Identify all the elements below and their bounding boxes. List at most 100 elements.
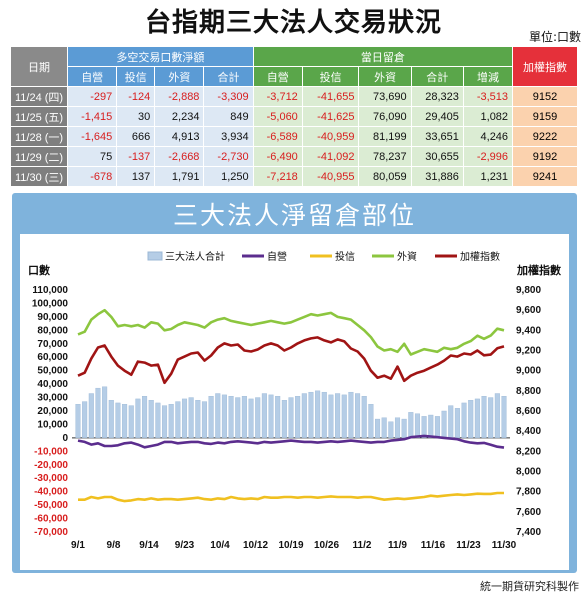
page-title: 台指期三大法人交易狀況 (144, 8, 442, 38)
net-cell: 1,250 (203, 166, 254, 187)
y2-tick-label: 8,000 (516, 467, 541, 478)
series-line (77, 434, 505, 449)
index-cell: 9152 (512, 86, 578, 107)
table-row: 11/24 (四) -297 -124 -2,888 -3,309 -3,712 -41,6… (9, 86, 578, 107)
bar-mark (401, 418, 407, 439)
y-tick-label: 40,000 (37, 379, 68, 390)
net-cell: 137 (116, 166, 156, 187)
bar-mark (148, 400, 154, 439)
bar-mark (241, 396, 247, 439)
col-oi-header: 投信 (301, 66, 360, 87)
bar-mark (255, 397, 261, 439)
bar-mark (248, 398, 254, 439)
bar-mark (474, 398, 480, 439)
bar-mark (108, 400, 114, 439)
bar-mark (441, 410, 447, 439)
bar-mark (281, 400, 287, 439)
bar-mark (181, 398, 188, 439)
oi-cell: 31,886 (410, 166, 464, 187)
bar-mark (448, 405, 454, 439)
bar-mark (381, 417, 387, 439)
oi-cell: -41,625 (301, 106, 360, 127)
bar-mark (454, 408, 460, 439)
oi-cell: -41,655 (301, 86, 360, 107)
bar-mark (128, 405, 134, 439)
bar-mark (494, 393, 500, 439)
bar-mark (201, 401, 207, 439)
oi-cell: -40,959 (301, 126, 360, 147)
legend-label: 自營 (267, 250, 287, 263)
oi-cell: -6,589 (252, 126, 303, 147)
bar-mark (328, 394, 334, 439)
y-tick-label: -70,000 (34, 527, 68, 538)
bar-mark (335, 393, 341, 439)
bar-mark (321, 391, 327, 439)
row-date: 11/30 (三) (9, 166, 69, 187)
oi-cell: 29,405 (410, 106, 464, 127)
bar-mark (155, 402, 161, 439)
y-tick-label: -40,000 (34, 487, 68, 498)
y-tick-label: 10,000 (37, 419, 68, 430)
oi-cell: -7,218 (252, 166, 303, 187)
net-cell: 2,234 (154, 106, 205, 127)
bar-mark (341, 394, 347, 439)
y2-tick-label: 8,200 (516, 446, 541, 457)
col-net-header: 自營 (67, 66, 118, 87)
x-tick-label: 10/19 (278, 540, 303, 551)
oi-cell: 78,237 (358, 146, 412, 167)
y-tick-label: 50,000 (37, 366, 68, 377)
y2-tick-label: 9,000 (516, 366, 541, 377)
oi-cell: 76,090 (358, 106, 412, 127)
x-tick-label: 10/4 (210, 540, 230, 551)
y-tick-label: 60,000 (37, 352, 68, 363)
net-cell: -2,888 (154, 86, 205, 107)
y2-tick-label: 9,800 (516, 285, 541, 296)
oi-cell: -3,513 (462, 86, 514, 107)
oi-cell: -2,996 (462, 146, 514, 167)
x-tick-label: 9/14 (139, 540, 159, 551)
bar-mark (375, 418, 381, 439)
bar-mark (175, 401, 181, 439)
bar-mark (288, 397, 294, 439)
oi-cell: -40,955 (301, 166, 360, 187)
net-cell: -1,415 (67, 106, 118, 127)
y2-tick-label: 9,200 (516, 346, 541, 357)
col-oi-header: 外資 (358, 66, 412, 87)
x-tick-label: 11/30 (492, 540, 517, 551)
bar-mark (75, 404, 81, 439)
oi-cell: -41,092 (301, 146, 360, 167)
y-tick-label: 80,000 (37, 325, 68, 336)
bar-mark (315, 390, 321, 439)
col-net-header: 外資 (154, 66, 205, 87)
bar-mark (414, 413, 420, 439)
series-line (77, 308, 505, 356)
oi-cell: -6,490 (252, 146, 303, 167)
bar-mark (168, 404, 174, 439)
col-oi-header: 合計 (410, 66, 464, 87)
row-date: 11/24 (四) (9, 86, 69, 107)
group-net-header: 多空交易口數淨額 (67, 46, 254, 67)
bar-mark (421, 416, 427, 439)
oi-cell: 1,082 (462, 106, 514, 127)
net-cell: 4,913 (154, 126, 205, 147)
net-cell: 1,791 (154, 166, 205, 187)
bar-mark (195, 400, 201, 439)
oi-cell: 4,246 (462, 126, 514, 147)
bar-mark (268, 394, 274, 439)
futures-table: 日期 多空交易口數淨額 當日留倉 加權指數 自營 投信 外資 合計 自營 投信 外資 合計 增減… (9, 46, 578, 187)
bar-mark (461, 402, 467, 439)
bar-mark (394, 417, 401, 439)
bar-mark (122, 404, 128, 439)
bar-mark (162, 405, 168, 439)
oi-cell: 73,690 (358, 86, 412, 107)
oi-cell: -3,712 (252, 86, 303, 107)
oi-cell: 28,323 (410, 86, 464, 107)
col-oi-header: 增減 (462, 66, 514, 87)
bar-mark (348, 391, 354, 439)
oi-cell: -5,060 (252, 106, 303, 127)
y2-tick-label: 9,400 (516, 325, 541, 336)
bar-mark (228, 396, 234, 439)
net-cell: 3,934 (203, 126, 254, 147)
row-date: 11/29 (二) (9, 146, 69, 167)
table-row: 11/25 (五) -1,415 30 2,234 849 -5,060 -41,625 76… (9, 106, 578, 127)
